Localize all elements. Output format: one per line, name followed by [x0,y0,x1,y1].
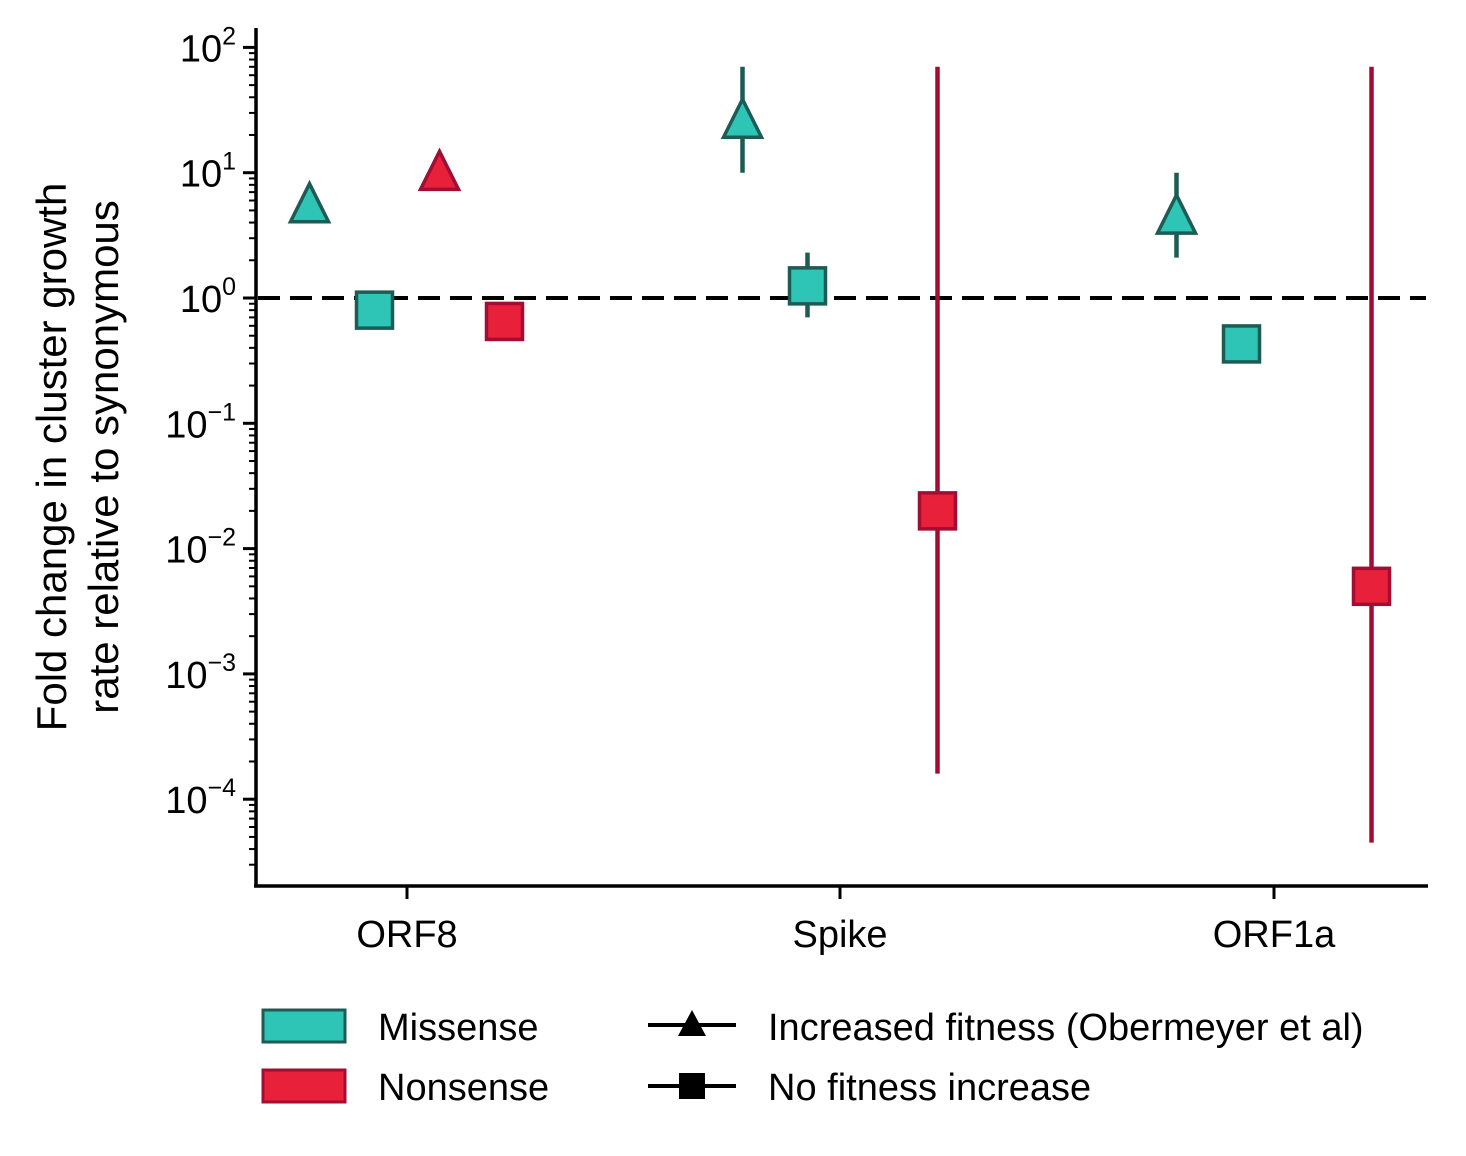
y-tick-label: 101 [180,148,236,196]
square-marker [787,266,828,306]
legend: Missense Nonsense Increased fitness (Obe… [261,1007,1364,1109]
legend-triangle-icon [678,1010,706,1036]
square-marker [917,491,958,531]
square-marker [354,290,395,330]
y-axis-label: Fold change in cluster growth rate relat… [28,183,127,732]
legend-swatch-missense [261,1008,347,1044]
error-bars [740,66,1374,843]
y-axis-label-line2: rate relative to synonymous [80,200,127,714]
x-tick-label: ORF1a [1213,914,1336,956]
legend-swatch-nonsense [261,1068,347,1104]
square-marker [484,301,525,342]
legend-label-nonsense: Nonsense [378,1067,549,1109]
triangle-marker [1154,191,1199,235]
y-tick-label: 10−4 [165,774,236,822]
square-marker [1351,566,1392,607]
triangle-marker [287,179,332,224]
y-axis-label-line1: Fold change in cluster growth [28,183,75,732]
legend-label-increased-fitness: Increased fitness (Obermeyer et al) [768,1007,1364,1049]
legend-label-missense: Missense [378,1007,539,1049]
y-tick-label: 100 [180,273,236,321]
markers [287,95,1392,607]
x-tick-label: Spike [792,914,887,956]
x-tick-label: ORF8 [356,914,457,956]
y-tick-label: 10−2 [165,524,236,572]
legend-square-icon [679,1073,705,1099]
y-tick-label: 10−1 [165,398,236,446]
y-tick-label: 10−3 [165,649,236,697]
triangle-marker [417,147,462,192]
legend-label-no-fitness: No fitness increase [768,1067,1091,1109]
square-marker [1221,324,1262,364]
triangle-marker [720,95,765,140]
y-major-ticks: 102 101 100 10−1 10−2 10−3 10−4 [165,22,256,822]
x-ticks: ORF8 Spike ORF1a [356,886,1336,956]
y-tick-label: 102 [180,22,236,70]
